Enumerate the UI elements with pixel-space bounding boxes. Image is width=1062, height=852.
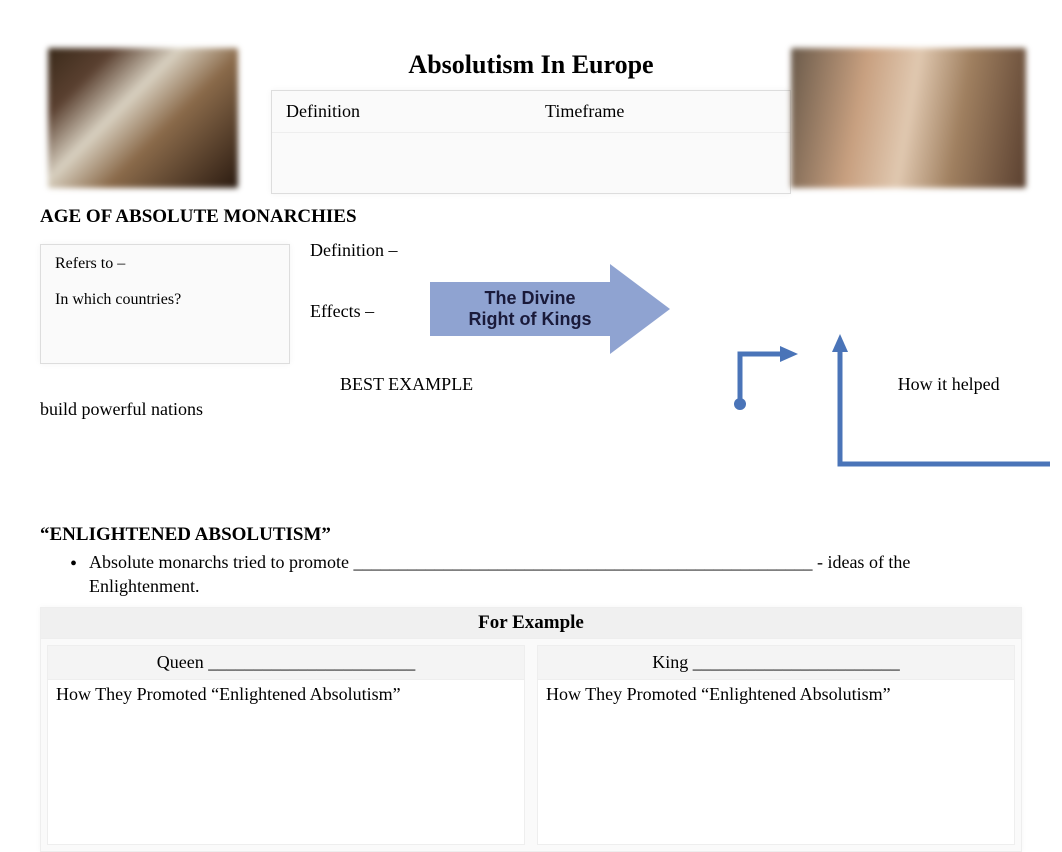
bullet-row: • Absolute monarchs tried to promote ___…: [40, 550, 1022, 599]
king-column: King _______________________ How They Pr…: [537, 645, 1015, 845]
queen-label: Queen _______________________: [48, 646, 524, 680]
page-title: Absolutism In Europe: [40, 50, 1022, 80]
arrow-text: The Divine Right of Kings: [430, 264, 630, 354]
effects-dash-label: Effects –: [310, 301, 398, 322]
definition-effects-labels: Definition – Effects –: [310, 240, 398, 362]
queen-column: Queen _______________________ How They P…: [47, 645, 525, 845]
definition-timeframe-box: Definition Timeframe: [271, 90, 791, 194]
definition-timeframe-body: [272, 133, 790, 193]
monarchies-area: Refers to – In which countries? Definiti…: [40, 234, 1022, 434]
best-example-line: BEST EXAMPLE How it helped build powerfu…: [40, 372, 1022, 422]
definition-label: Definition: [272, 91, 531, 133]
refers-box: Refers to – In which countries?: [40, 244, 290, 364]
best-example-label: BEST EXAMPLE: [40, 374, 473, 394]
king-promoted-label: How They Promoted “Enlightened Absolutis…: [538, 680, 1014, 709]
two-column-row: Queen _______________________ How They P…: [41, 639, 1021, 851]
bullet-text: Absolute monarchs tried to promote _____…: [89, 550, 1022, 599]
arrow-line2: Right of Kings: [469, 309, 592, 330]
in-which-label: In which countries?: [55, 291, 275, 309]
refers-to-label: Refers to –: [55, 255, 275, 273]
for-example-box: For Example Queen ______________________…: [40, 607, 1022, 852]
bullet-icon: •: [70, 550, 89, 599]
queen-promoted-label: How They Promoted “Enlightened Absolutis…: [48, 680, 524, 709]
king-label: King _______________________: [538, 646, 1014, 680]
arrow-line1: The Divine: [484, 288, 575, 309]
divine-right-arrow: The Divine Right of Kings: [430, 264, 670, 354]
section-heading-monarchies: AGE OF ABSOLUTE MONARCHIES: [40, 206, 1022, 228]
for-example-header: For Example: [41, 608, 1021, 639]
timeframe-label: Timeframe: [531, 91, 790, 133]
definition-dash-label: Definition –: [310, 240, 398, 261]
section-heading-enlightened: “ENLIGHTENED ABSOLUTISM”: [40, 524, 1022, 546]
